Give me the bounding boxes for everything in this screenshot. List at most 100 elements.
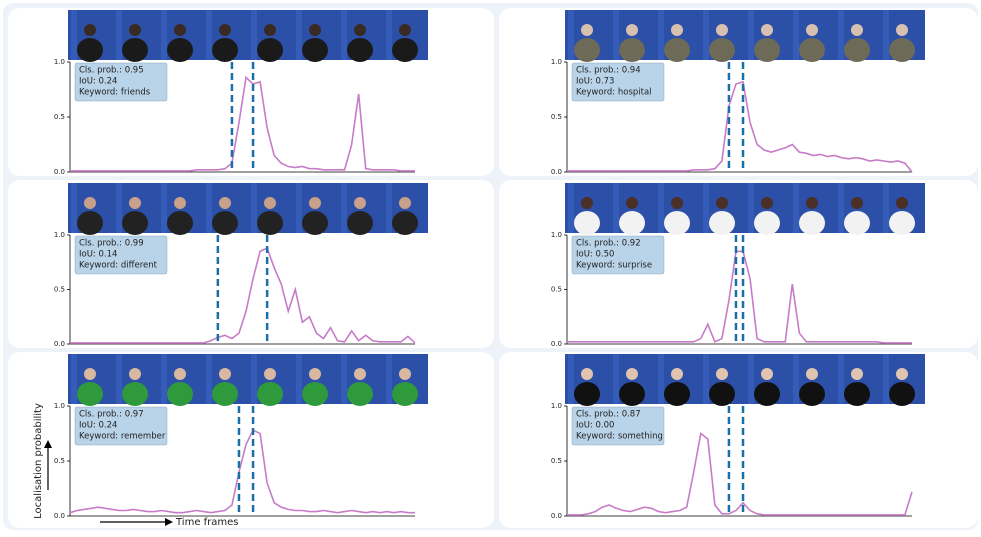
signer-body: [709, 38, 735, 62]
signer-body: [77, 382, 103, 406]
signer-body: [754, 382, 780, 406]
signer-head: [761, 197, 773, 209]
signer-head: [806, 197, 818, 209]
video-frame-curtain: [296, 10, 302, 60]
signer-head: [264, 197, 276, 209]
video-frame-curtain: [341, 354, 347, 404]
video-frame-curtain: [658, 183, 664, 233]
signer-head: [851, 197, 863, 209]
annotation-text: Keyword: different: [79, 261, 158, 271]
video-frame-curtain: [71, 10, 77, 60]
signer-head: [399, 24, 411, 36]
y-tick-label: 0.0: [54, 168, 65, 176]
signer-body: [212, 382, 238, 406]
video-frame-curtain: [613, 10, 619, 60]
signer-body: [167, 211, 193, 235]
signer-head: [896, 368, 908, 380]
signer-body: [167, 382, 193, 406]
annotation-text: IoU: 0.73: [576, 77, 614, 87]
signer-body: [257, 211, 283, 235]
video-frame-curtain: [116, 354, 122, 404]
y-tick-label: 1.0: [54, 231, 65, 239]
video-frame-curtain: [116, 10, 122, 60]
signer-head: [716, 197, 728, 209]
signer-body: [347, 382, 373, 406]
video-frame-curtain: [568, 354, 574, 404]
video-frame-curtain: [793, 354, 799, 404]
y-tick-label: 0.0: [551, 168, 562, 176]
signer-body: [799, 211, 825, 235]
y-tick-label: 0.0: [54, 512, 65, 520]
signer-head: [84, 368, 96, 380]
video-frame-curtain: [341, 10, 347, 60]
signer-body: [664, 211, 690, 235]
y-tick-label: 0.0: [551, 340, 562, 348]
signer-body: [77, 211, 103, 235]
signer-head: [626, 197, 638, 209]
video-frame-curtain: [386, 354, 392, 404]
signer-head: [399, 197, 411, 209]
signer-head: [219, 368, 231, 380]
signer-head: [354, 24, 366, 36]
signer-head: [129, 368, 141, 380]
signer-body: [754, 211, 780, 235]
signer-body: [257, 382, 283, 406]
annotation-text: Keyword: surprise: [576, 261, 652, 271]
video-frame-curtain: [703, 183, 709, 233]
annotation-text: Cls. prob.: 0.92: [576, 239, 641, 249]
signer-body: [754, 38, 780, 62]
annotation-text: Cls. prob.: 0.99: [79, 239, 144, 249]
signer-body: [889, 382, 915, 406]
signer-head: [84, 24, 96, 36]
signer-body: [889, 38, 915, 62]
signer-body: [392, 211, 418, 235]
signer-head: [851, 368, 863, 380]
signer-body: [799, 38, 825, 62]
signer-body: [574, 38, 600, 62]
signer-body: [664, 382, 690, 406]
signer-head: [671, 197, 683, 209]
y-tick-label: 0.5: [54, 113, 65, 121]
video-frame-curtain: [658, 10, 664, 60]
signer-head: [264, 368, 276, 380]
video-frame-curtain: [838, 10, 844, 60]
signer-body: [392, 38, 418, 62]
signer-body: [664, 38, 690, 62]
video-frame-curtain: [71, 354, 77, 404]
video-frame-curtain: [296, 354, 302, 404]
signer-body: [844, 211, 870, 235]
signer-head: [626, 24, 638, 36]
signer-body: [574, 211, 600, 235]
annotation-text: IoU: 0.24: [79, 421, 117, 431]
video-frame-curtain: [206, 183, 212, 233]
y-tick-label: 0.5: [54, 286, 65, 294]
signer-body: [212, 38, 238, 62]
signer-head: [716, 24, 728, 36]
signer-body: [709, 211, 735, 235]
video-frame-curtain: [251, 354, 257, 404]
annotation-text: Cls. prob.: 0.87: [576, 410, 641, 420]
video-frame-curtain: [613, 354, 619, 404]
y-tick-label: 0.0: [551, 512, 562, 520]
annotation-text: Keyword: friends: [79, 88, 151, 98]
signer-body: [77, 38, 103, 62]
video-frame-curtain: [748, 183, 754, 233]
signer-body: [122, 211, 148, 235]
y-tick-label: 1.0: [551, 58, 562, 66]
video-frame-curtain: [386, 183, 392, 233]
video-frame-curtain: [206, 354, 212, 404]
video-frame-curtain: [613, 183, 619, 233]
video-frame-curtain: [251, 10, 257, 60]
y-tick-label: 0.0: [54, 340, 65, 348]
signer-body: [302, 382, 328, 406]
signer-body: [619, 38, 645, 62]
annotation-text: IoU: 0.00: [576, 421, 614, 431]
video-frame-curtain: [838, 183, 844, 233]
y-axis-label: Localisation probability: [33, 403, 44, 519]
signer-head: [174, 24, 186, 36]
figure: 0.00.51.0Cls. prob.: 0.95IoU: 0.24Keywor…: [0, 0, 981, 533]
y-tick-label: 1.0: [54, 58, 65, 66]
video-frame-curtain: [161, 10, 167, 60]
video-frame-curtain: [703, 354, 709, 404]
signer-head: [671, 24, 683, 36]
